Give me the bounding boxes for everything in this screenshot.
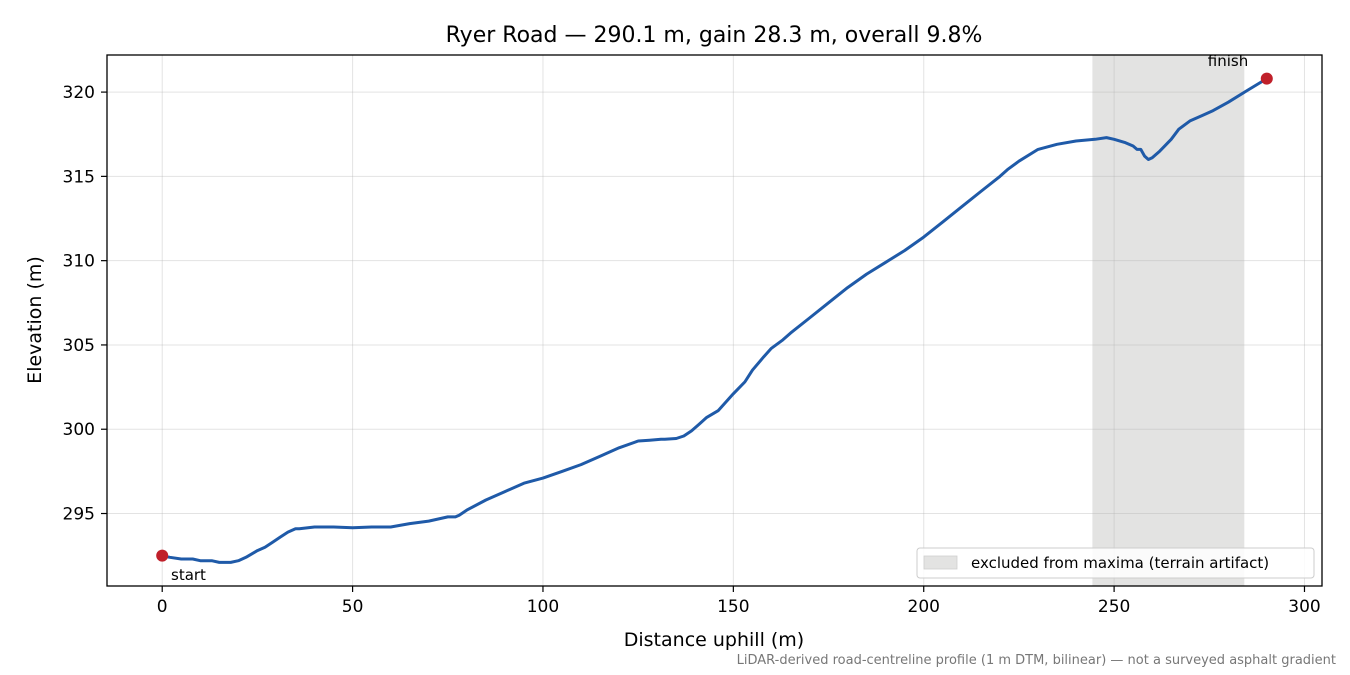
x-tick-label: 300	[1288, 597, 1320, 617]
finish-marker	[1260, 72, 1273, 85]
start-marker	[156, 549, 169, 562]
y-axis-ticks: 295 300 305 310 315 320	[63, 83, 107, 525]
start-label: start	[171, 566, 206, 584]
excluded-region	[1092, 55, 1245, 586]
y-tick-label: 305	[63, 336, 95, 356]
x-tick-label: 200	[908, 597, 940, 617]
y-axis-label: Elevation (m)	[24, 256, 46, 384]
x-tick-label: 100	[527, 597, 559, 617]
legend-box	[916, 547, 1315, 579]
x-tick-label: 250	[1098, 597, 1130, 617]
legend-label: excluded from maxima (terrain artifact)	[971, 554, 1269, 572]
y-tick-label: 320	[63, 83, 95, 103]
x-axis-ticks: 0 50 100 150 200 250 300	[157, 586, 1321, 617]
y-tick-label: 315	[63, 167, 95, 187]
x-tick-label: 0	[157, 597, 168, 617]
elevation-line	[160, 77, 1269, 564]
plot-frame	[106, 54, 1323, 587]
grid-lines	[107, 55, 1322, 586]
y-tick-label: 300	[63, 420, 95, 440]
legend: excluded from maxima (terrain artifact)	[916, 547, 1315, 579]
finish-label: finish	[1208, 52, 1248, 70]
x-tick-label: 150	[717, 597, 749, 617]
footnote: LiDAR-derived road-centreline profile (1…	[737, 653, 1336, 668]
x-tick-label: 50	[342, 597, 364, 617]
chart-title: Ryer Road — 290.1 m, gain 28.3 m, overal…	[446, 23, 983, 48]
legend-swatch	[923, 555, 958, 570]
x-axis-label: Distance uphill (m)	[624, 629, 804, 651]
y-tick-label: 295	[63, 505, 95, 525]
y-tick-label: 310	[63, 252, 95, 272]
